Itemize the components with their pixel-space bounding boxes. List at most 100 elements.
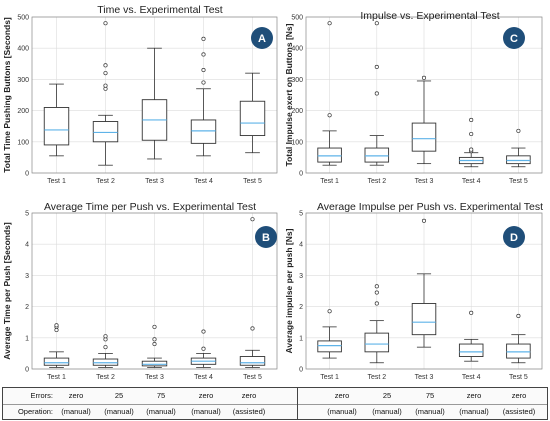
- box-2: [92, 21, 119, 166]
- panel-c: 0 100 200 300 400 500 Test 1 Test 2 Test 3 Test 4…: [284, 10, 543, 185]
- outlier-point: [103, 83, 108, 88]
- outlier-point: [201, 36, 206, 41]
- x-tick-label: Test 5: [509, 374, 528, 381]
- box-iqr: [506, 155, 531, 165]
- errors-label: Errors:: [30, 391, 54, 400]
- conditions-table: Errors: zero 25 75 zero zero zero 25 75 …: [2, 387, 548, 420]
- panel-badge-letter: A: [258, 33, 266, 45]
- box-iqr: [506, 343, 531, 359]
- y-tick-label: 4: [25, 242, 29, 249]
- y-tick-label: 0: [299, 367, 303, 374]
- x-tick-label: Test 2: [367, 178, 386, 185]
- outlier-point: [421, 218, 427, 223]
- x-tick-label: Test 1: [47, 374, 66, 381]
- x-tick-label: Test 5: [243, 374, 262, 381]
- box-iqr: [411, 122, 437, 152]
- outlier-point: [374, 21, 379, 26]
- box-3: [411, 75, 437, 165]
- y-axis-label: Total Impulse exert on Buttons [Ns]: [284, 23, 294, 166]
- operation-cell-left-5: (assisted): [232, 407, 266, 416]
- x-tick-label: Test 1: [320, 374, 339, 381]
- errors-cell-right-3: 75: [425, 391, 435, 400]
- y-tick-label: 0: [25, 367, 29, 374]
- box-iqr: [239, 100, 266, 137]
- outlier-point: [103, 63, 108, 68]
- x-tick-label: Test 2: [367, 374, 386, 381]
- box-5: [506, 128, 531, 168]
- box-1: [317, 309, 342, 359]
- panel-badge: [503, 27, 525, 49]
- outlier-point: [327, 113, 332, 118]
- box-iqr: [43, 107, 70, 146]
- y-tick-label: 100: [17, 139, 29, 146]
- operation-cell-left-1: (manual): [61, 407, 91, 416]
- y-tick-label: 3: [25, 273, 29, 280]
- y-tick-label: 0: [25, 171, 29, 178]
- operation-row: Operation: (manual) (manual) (manual) (m…: [3, 405, 547, 420]
- box-iqr: [317, 147, 342, 163]
- x-tick-label: Test 4: [194, 178, 213, 185]
- outlier-point: [201, 80, 206, 85]
- x-tick-label: Test 4: [462, 178, 481, 185]
- plot-frame: [305, 16, 543, 174]
- outlier-point: [201, 67, 206, 73]
- errors-cell-left-3: 75: [156, 391, 166, 400]
- y-tick-label: 200: [17, 108, 29, 115]
- y-tick-label: 0: [299, 171, 303, 178]
- box-1: [43, 323, 70, 368]
- outlier-point: [201, 52, 206, 57]
- operation-cell-right-4: (manual): [459, 407, 489, 416]
- box-4: [190, 329, 217, 368]
- y-tick-label: 1: [25, 335, 29, 342]
- y-tick-label: 3: [299, 273, 303, 280]
- outlier-point: [516, 313, 521, 319]
- outlier-point: [374, 290, 379, 295]
- x-tick-label: Test 2: [96, 178, 115, 185]
- y-tick-label: 5: [25, 211, 29, 218]
- outlier-point: [374, 301, 379, 306]
- box-iqr: [92, 358, 119, 366]
- x-tick-label: Test 5: [243, 178, 262, 185]
- y-tick-label: 1: [299, 335, 303, 342]
- y-tick-label: 500: [17, 15, 29, 22]
- panel-badge: [255, 226, 277, 248]
- y-tick-label: 4: [299, 242, 303, 249]
- x-tick-label: Test 3: [145, 178, 164, 185]
- conditions-divider: [297, 388, 298, 419]
- operation-cell-right-5: (assisted): [502, 407, 536, 416]
- box-2: [364, 284, 390, 364]
- errors-cell-right-1: zero: [334, 391, 350, 400]
- outlier-point: [421, 75, 427, 80]
- errors-cell-left-4: zero: [198, 391, 214, 400]
- outlier-point: [152, 324, 157, 329]
- operation-cell-left-3: (manual): [146, 407, 176, 416]
- operation-cell-right-3: (manual): [415, 407, 445, 416]
- box-iqr: [364, 147, 390, 163]
- panel-badge-letter: D: [510, 232, 518, 244]
- box-iqr: [458, 343, 484, 357]
- outlier-point: [152, 341, 157, 347]
- plot-frame: [31, 16, 278, 174]
- box-4: [458, 117, 484, 168]
- box-2: [364, 21, 390, 166]
- y-axis-label: Average impulse per push [Ns]: [284, 228, 294, 353]
- box-iqr: [364, 332, 390, 353]
- box-5: [239, 217, 266, 368]
- errors-cell-right-5: zero: [511, 391, 527, 400]
- panel-badge: [503, 226, 525, 248]
- outlier-point: [374, 64, 379, 69]
- outlier-point: [469, 131, 474, 137]
- y-tick-label: 100: [291, 139, 303, 146]
- outlier-point: [327, 309, 332, 314]
- box-4: [458, 310, 484, 362]
- box-4: [190, 36, 217, 157]
- y-tick-label: 2: [299, 304, 303, 311]
- y-tick-label: 2: [25, 304, 29, 311]
- outlier-point: [152, 337, 157, 342]
- panel-title: Average Time per Push vs. Experimental T…: [44, 201, 256, 213]
- x-tick-label: Test 2: [96, 374, 115, 381]
- operation-cell-left-4: (manual): [191, 407, 221, 416]
- panel-title: Impulse vs. Experimental Test: [360, 10, 499, 22]
- outlier-point: [103, 334, 108, 339]
